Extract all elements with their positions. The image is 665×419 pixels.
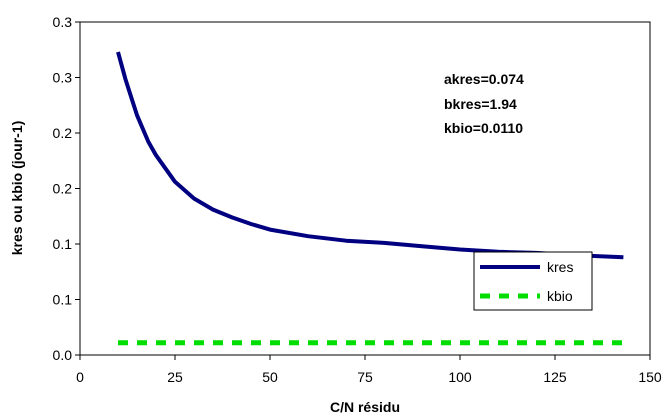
x-tick-label: 0 (76, 369, 84, 385)
x-tick-label: 100 (448, 369, 472, 385)
legend-kres-label: kres (547, 259, 573, 275)
x-tick-label: 125 (543, 369, 567, 385)
annotation-bkres: bkres=1.94 (444, 96, 517, 112)
legend-kbio-label: kbio (547, 288, 573, 304)
x-axis-ticks: 0 25 50 75 100 125 150 (76, 355, 662, 385)
x-tick-label: 75 (357, 369, 373, 385)
y-tick-label: 0.1 (53, 236, 73, 252)
series-line-kres (116, 51, 624, 260)
y-tick-label: 0.1 (53, 292, 73, 308)
y-tick-label: 0.2 (53, 181, 73, 197)
x-tick-label: 50 (262, 369, 278, 385)
y-tick-label: 0.3 (53, 14, 73, 30)
series-layer (116, 51, 624, 346)
annotation-kbio: kbio=0.0110 (444, 120, 523, 136)
x-tick-label: 150 (638, 369, 662, 385)
legend-box (473, 251, 593, 311)
legend: kres kbio (473, 251, 593, 311)
x-tick-label: 25 (167, 369, 183, 385)
y-tick-label: 0.3 (53, 70, 73, 86)
annotations: akres=0.074 bkres=1.94 kbio=0.0110 (444, 71, 524, 136)
x-axis-title: C/N résidu (330, 399, 400, 415)
y-axis-ticks: 0.0 0.1 0.1 0.2 0.2 0.3 0.3 (53, 14, 80, 363)
y-axis-title: kres ou kbio (jour-1) (9, 121, 25, 256)
annotation-akres: akres=0.074 (444, 71, 524, 87)
y-tick-label: 0.0 (53, 347, 73, 363)
y-tick-label: 0.2 (53, 125, 73, 141)
